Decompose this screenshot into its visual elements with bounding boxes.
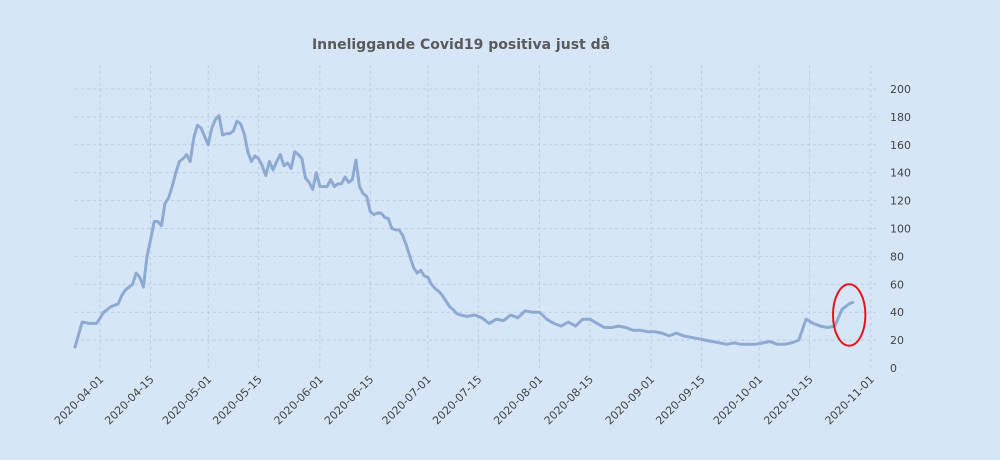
y-tick-label: 200 xyxy=(890,83,911,96)
y-tick-label: 40 xyxy=(890,306,904,319)
series-group xyxy=(73,114,855,349)
y-tick-label: 160 xyxy=(890,139,911,152)
highlight-circle xyxy=(831,283,867,347)
y-tick-label: 0 xyxy=(890,362,897,375)
y-tick-label: 100 xyxy=(890,222,911,235)
y-tick-label: 140 xyxy=(890,167,911,180)
y-tick-label: 120 xyxy=(890,195,911,208)
y-tick-label: 180 xyxy=(890,111,911,124)
y-tick-label: 60 xyxy=(890,278,904,291)
series-line xyxy=(73,114,855,349)
chart-title: Inneliggande Covid19 positiva just då xyxy=(312,36,610,53)
y-tick-label: 20 xyxy=(890,334,904,347)
y-tick-label: 80 xyxy=(890,250,904,263)
annotation-group xyxy=(831,283,867,347)
y-axis: 0 20 40 60 80 100 120 140 160 180 200 xyxy=(890,83,911,375)
